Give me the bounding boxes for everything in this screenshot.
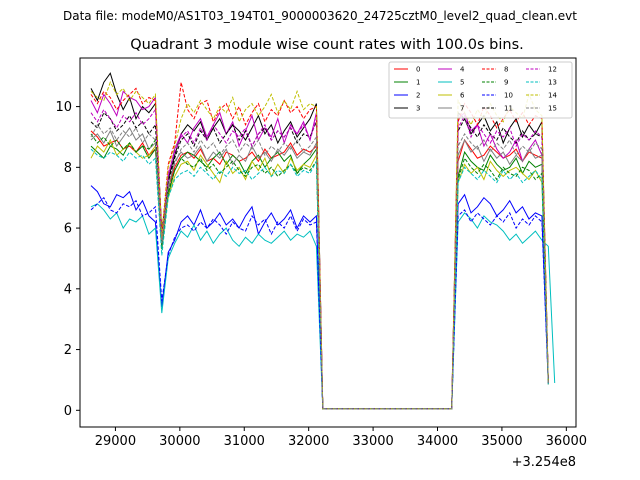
legend-label: 12 xyxy=(548,66,557,74)
legend-label: 3 xyxy=(416,105,420,113)
y-tick-label: 0 xyxy=(64,404,72,419)
chart-title: Quadrant 3 module wise count rates with … xyxy=(130,37,524,53)
x-offset-label: +3.254e8 xyxy=(512,455,576,470)
x-tick-label: 32000 xyxy=(288,434,329,449)
legend-label: 13 xyxy=(548,79,557,87)
legend-label: 7 xyxy=(460,105,464,113)
y-tick-label: 2 xyxy=(64,343,72,358)
y-tick-label: 4 xyxy=(64,282,72,297)
series-line-3 xyxy=(90,72,549,410)
axis-ticks: 29000 30000 31000 32000 33000 34000 35000 36000… xyxy=(55,100,587,449)
series-line-9 xyxy=(90,133,549,410)
y-tick-label: 10 xyxy=(55,100,72,115)
x-tick-label: 29000 xyxy=(95,434,136,449)
legend-label: 8 xyxy=(504,66,508,74)
x-tick-label: 35000 xyxy=(481,434,522,449)
x-tick-label: 30000 xyxy=(159,434,200,449)
series-line-8 xyxy=(90,82,549,410)
series-line-15 xyxy=(90,123,549,410)
y-tick-label: 8 xyxy=(64,161,72,176)
series-line-10 xyxy=(90,196,549,410)
legend-label: 14 xyxy=(548,92,557,100)
legend-label: 6 xyxy=(460,92,465,100)
x-tick-label: 36000 xyxy=(546,434,587,449)
x-tick-label: 34000 xyxy=(417,434,458,449)
legend-box xyxy=(388,61,573,119)
legend-label: 2 xyxy=(416,92,420,100)
legend-label: 4 xyxy=(460,66,465,74)
series-line-5 xyxy=(90,203,556,410)
data-file-caption: Data file: modeM0/AS1T03_194T01_90000036… xyxy=(63,9,577,23)
legend-label: 11 xyxy=(504,105,513,113)
series-line-13 xyxy=(90,148,549,410)
legend-label: 0 xyxy=(416,66,420,74)
series-line-12 xyxy=(90,108,549,410)
legend-label: 9 xyxy=(504,79,508,87)
series-line-0 xyxy=(90,130,549,410)
series-line-6 xyxy=(90,138,549,410)
x-tick-label: 33000 xyxy=(352,434,393,449)
series-lines xyxy=(90,72,556,410)
legend-label: 10 xyxy=(504,92,513,100)
legend-label: 1 xyxy=(416,79,420,87)
series-line-1 xyxy=(90,142,549,410)
plot-frame xyxy=(79,57,577,428)
legend-label: 5 xyxy=(460,79,464,87)
x-tick-label: 31000 xyxy=(224,434,265,449)
series-line-7 xyxy=(90,126,549,410)
legend-label: 15 xyxy=(548,105,557,113)
y-tick-label: 6 xyxy=(64,222,72,237)
